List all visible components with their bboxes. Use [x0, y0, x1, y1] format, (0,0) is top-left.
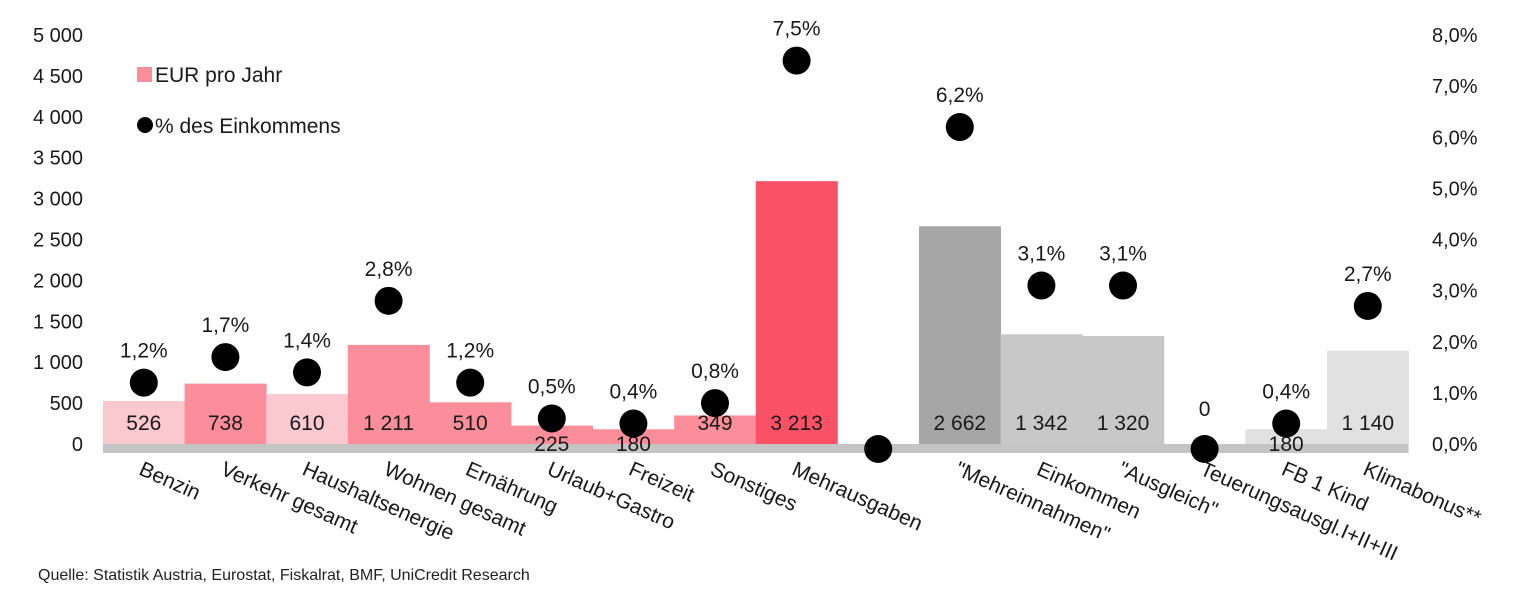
percent-dot	[619, 409, 648, 438]
bar-value-label: 526	[126, 412, 161, 435]
percent-dot	[1027, 271, 1056, 300]
percent-value-label: 2,8%	[365, 258, 413, 281]
bar-value-label: 2 662	[934, 412, 987, 435]
percent-dot	[701, 389, 729, 418]
bar-series	[103, 181, 1409, 444]
left-tick-label: 0	[72, 434, 83, 456]
right-tick-label: 3,0%	[1432, 281, 1478, 303]
bar	[266, 394, 349, 444]
bar-value-label: 225	[534, 433, 569, 456]
bar	[511, 425, 593, 444]
bar-value-label: 1 320	[1097, 412, 1150, 435]
right-tick-label: 5,0%	[1432, 178, 1478, 200]
right-tick-label: 8,0%	[1432, 25, 1478, 47]
legend: EUR pro Jahr % des Einkommens	[137, 64, 341, 138]
percent-value-labels: 1,2% 1,7% 1,4% 2,8% 1,2% 0,5% 0,4% 0,8% 7,5% 6,2%…	[120, 18, 1392, 404]
left-tick-label: 500	[50, 393, 83, 415]
legend-label-percent: % des Einkommens	[155, 115, 341, 138]
bar-value-label: 349	[697, 412, 732, 435]
left-tick-label: 1 000	[33, 352, 83, 374]
right-tick-label: 1,0%	[1432, 383, 1478, 405]
bar-value-labels: 526 738 610 1 211 510 225 180 349 3 213 2 662 1 34…	[126, 398, 1394, 456]
percent-value-label: 2,7%	[1344, 263, 1392, 286]
bar-value-label: 1 140	[1342, 412, 1395, 435]
right-tick-label: 2,0%	[1432, 332, 1478, 354]
percent-dot	[945, 113, 974, 142]
right-tick-label: 0,0%	[1432, 434, 1478, 456]
left-tick-label: 3 000	[33, 189, 83, 211]
left-tick-label: 5 000	[33, 25, 83, 47]
percent-dot	[374, 286, 403, 315]
category-label: Mehrausgaben	[789, 458, 926, 536]
bar	[1327, 350, 1409, 444]
bar-value-label: 510	[453, 412, 488, 435]
right-tick-label: 4,0%	[1432, 230, 1478, 252]
percent-dot	[211, 343, 240, 372]
left-tick-label: 1 500	[33, 311, 83, 333]
bar-value-label: 180	[1269, 433, 1304, 456]
percent-dot	[456, 368, 485, 397]
bar-value-label: 610	[289, 412, 324, 435]
percent-value-label: 7,5%	[773, 18, 821, 41]
left-tick-label: 3 500	[33, 148, 83, 170]
bar	[103, 400, 185, 444]
percent-dot	[782, 46, 811, 75]
percent-series	[129, 46, 1382, 463]
percent-dot	[864, 435, 893, 463]
percent-value-label: 0,4%	[609, 381, 657, 404]
percent-dot	[1190, 435, 1219, 463]
category-label: Klimabonus**	[1360, 458, 1485, 530]
left-tick-label: 2 000	[33, 270, 83, 292]
percent-value-label: 1,7%	[201, 314, 249, 337]
category-labels: Benzin Verkehr gesamtHaushaltsenergieWohn…	[136, 458, 1485, 566]
bar	[429, 402, 512, 444]
percent-value-label: 1,2%	[446, 340, 494, 363]
percent-dot	[537, 404, 566, 433]
bar	[1000, 334, 1083, 444]
percent-value-label: 6,2%	[936, 84, 984, 107]
right-axis: 0,0% 1,0% 2,0% 3,0% 4,0% 5,0% 6,0% 7,0% 8,0%	[1432, 25, 1478, 456]
percent-dot	[1272, 409, 1301, 438]
legend-square-marker	[137, 67, 152, 82]
bar-value-label: 180	[616, 433, 651, 456]
category-label: Sonstiges	[707, 458, 801, 517]
percent-value-label: 0,8%	[691, 360, 739, 383]
percent-value-label: 1,4%	[283, 329, 331, 352]
category-label: Benzin	[136, 458, 204, 505]
bar-value-label: 0	[1199, 398, 1211, 421]
bar	[184, 383, 267, 444]
percent-dot	[293, 358, 321, 387]
legend-circle-marker	[137, 117, 153, 133]
bar	[674, 415, 757, 444]
right-tick-label: 7,0%	[1432, 76, 1478, 98]
left-tick-label: 4 000	[33, 107, 83, 129]
baseline	[103, 444, 1409, 453]
right-tick-label: 6,0%	[1432, 127, 1478, 149]
legend-label-eur: EUR pro Jahr	[155, 64, 282, 87]
percent-value-label: 3,1%	[1099, 243, 1147, 266]
percent-value-label: 1,2%	[120, 340, 168, 363]
bar	[347, 344, 430, 444]
source-note: Quelle: Statistik Austria, Eurostat, Fis…	[38, 567, 530, 584]
percent-dot	[1353, 291, 1382, 320]
bar-value-label: 1 211	[363, 412, 414, 435]
percent-dot	[1109, 271, 1137, 300]
percent-value-label: 3,1%	[1017, 243, 1065, 266]
bar	[1082, 336, 1165, 444]
percent-value-label: 0,4%	[1262, 381, 1310, 404]
left-tick-label: 2 500	[33, 230, 83, 252]
left-axis: 0 500 1 000 1 500 2 000 2 500 3 000 3 500 4 000 4…	[33, 25, 83, 456]
bar	[919, 226, 1001, 444]
bar-value-label: 3 213	[770, 412, 823, 435]
bar	[755, 181, 838, 444]
category-label: Verkehr gesamt	[217, 458, 361, 539]
bar-value-label: 1 342	[1015, 412, 1068, 435]
percent-value-label: 0,5%	[528, 375, 576, 398]
percent-dot	[129, 368, 158, 397]
left-tick-label: 4 500	[33, 66, 83, 88]
bar-value-label: 738	[208, 412, 243, 435]
